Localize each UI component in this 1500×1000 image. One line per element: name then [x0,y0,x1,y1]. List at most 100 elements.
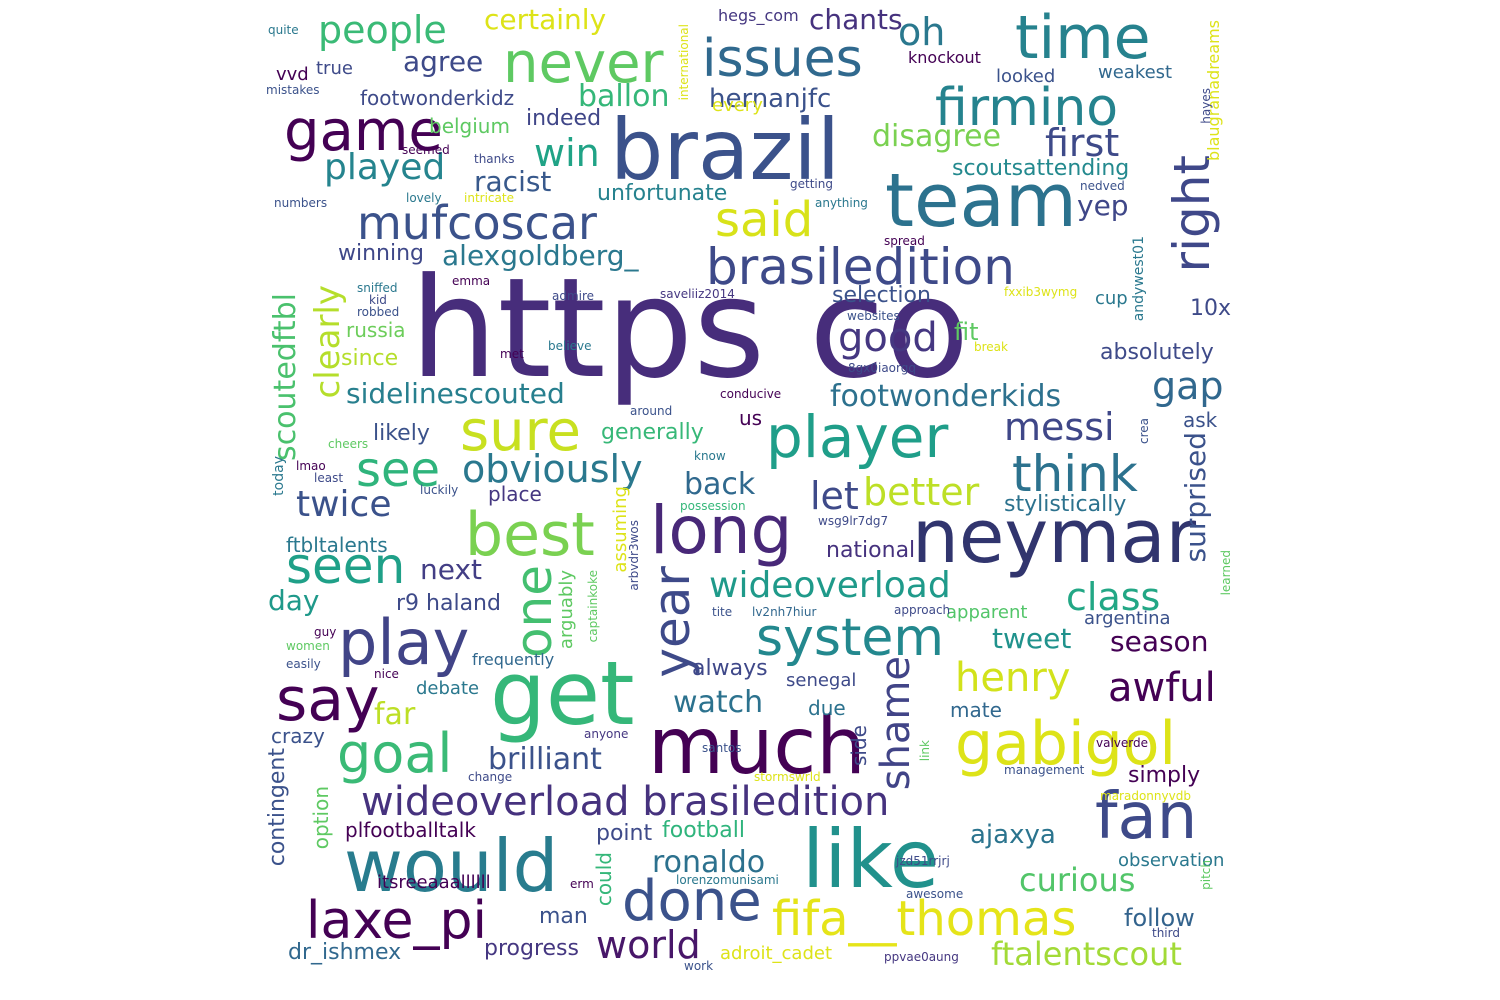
word-getting: getting [790,177,833,191]
word-lv2nh7hiur: lv2nh7hiur [752,605,817,619]
word-websites: websites [847,309,900,323]
word-said: said [715,192,814,248]
word-get: get [490,642,635,745]
word-luckily: luckily [420,483,459,497]
word-national: national [826,538,916,563]
word-ftalentscout: ftalentscout [991,935,1182,973]
word-neymar: neymar [912,494,1197,580]
word-mufcoscar: mufcoscar [357,196,597,250]
word-one: one [505,565,563,659]
word-apparent: apparent [946,602,1028,623]
word-awesome: awesome [906,887,964,901]
word-watch: watch [673,685,764,720]
word-gabigol: gabigol [955,709,1177,779]
word-dr-ishmex: dr_ishmex [288,940,402,965]
word-international: international [677,24,691,101]
word-spread: spread [884,234,925,248]
word-side: side [847,725,871,766]
word-always: always [692,656,768,681]
word-issues: issues [702,29,863,89]
word-hayes: hayes [1199,88,1213,124]
word-vvd: vvd [276,64,309,85]
word-gap: gap [1152,364,1224,408]
word-played: played [324,147,446,188]
word-true: true [316,58,353,79]
word-work: work [684,959,714,973]
word-intricate: intricate [464,191,514,205]
word-women: women [286,639,330,653]
word-itsreeaaallllll: itsreeaaallllll [377,872,491,893]
word-game: game [284,99,443,164]
word-brilliant: brilliant [488,742,602,777]
word-ronaldo: ronaldo [652,845,766,880]
word-follow: follow [1124,904,1195,932]
word-yep: yep [1077,189,1129,222]
word-lovely: lovely [406,191,442,205]
word-wideoverload-brasiledition: wideoverload brasiledition [361,779,890,825]
word-play: play [338,606,470,679]
word-saveliiz2014: saveliiz2014 [660,287,735,301]
word-fxxib3wymg: fxxib3wymg [1004,285,1078,299]
word-plfootballtalk: plfootballtalk [345,818,476,842]
word-today: today [271,456,287,496]
word-done: done [622,869,762,934]
word-football: football [662,818,745,843]
word-pitch: pitch [1199,860,1213,890]
word-stormswrld: stormswrld [754,770,821,784]
word-henry: henry [955,655,1071,701]
word-firmino: firmino [935,78,1119,138]
word-break: break [974,340,1008,354]
word-footwonderkids: footwonderkids [830,379,1062,414]
word-andywest01: andywest01 [1131,236,1147,322]
word-every: every [712,95,763,116]
word-much: much [648,702,866,792]
word-lmao: lmao [296,459,326,473]
word-selection: selection [832,283,931,308]
word-since: since [341,346,399,371]
word-could: could [592,852,616,907]
word-player: player [766,403,949,471]
word-adroit-cadet: adroit_cadet [720,943,833,964]
word-wsg9lr7dg7: wsg9lr7dg7 [818,514,889,528]
word-option: option [309,786,333,850]
word-ftbltalents: ftbltalents [286,533,388,557]
word-crea: crea [1137,418,1151,445]
word-hernanjfc: hernanjfc [709,84,832,114]
word-numbers: numbers [274,196,328,210]
word-day: day [268,584,320,617]
word-time: time [1015,3,1151,73]
word-robbed: robbed [357,305,400,319]
word-point: point [596,821,653,846]
word-better: better [863,470,980,514]
word-progress: progress [484,936,579,961]
word-anyone: anyone [584,727,629,741]
word-easily: easily [286,657,321,671]
word-sure: sure [460,399,581,464]
word-generally: generally [601,420,704,445]
word-unfortunate: unfortunate [597,181,728,206]
word-winning: winning [338,241,425,266]
word-likely: likely [373,421,430,446]
word-r9-haland: r9 haland [396,591,501,616]
word-let: let [810,474,859,518]
word-footwonderkidz: footwonderkidz [360,86,515,110]
word-far: far [374,697,416,732]
word-seemed: seemed [402,143,450,157]
word-absolutely: absolutely [1100,340,1214,365]
word-next: next [420,553,483,586]
word-season: season [1110,625,1209,658]
word-valverde: valverde [1096,736,1148,750]
word-arbvdr3wos: arbvdr3wos [627,520,641,591]
word-wideoverload: wideoverload [709,565,951,606]
word-looked: looked [996,66,1056,87]
word-knockout: knockout [908,48,981,67]
word-ajaxya: ajaxya [970,820,1056,850]
word-see: see [356,442,441,498]
word-goal: goal [337,722,453,785]
word-obviously: obviously [462,447,643,491]
word-cheers: cheers [328,437,369,451]
word-certainly: certainly [484,3,607,36]
word-weakest: weakest [1098,62,1173,83]
word-man: man [539,904,588,929]
word-shame: shame [873,656,919,791]
